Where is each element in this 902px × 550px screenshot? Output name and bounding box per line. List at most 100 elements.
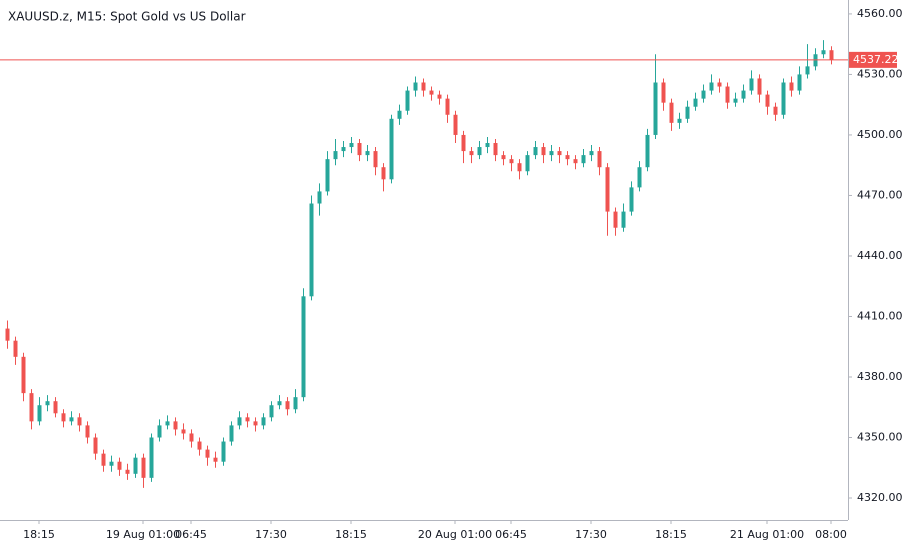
x-tick-label: 17:30	[255, 528, 287, 541]
last-price-box	[849, 51, 897, 68]
x-tick-label: 08:00	[815, 528, 847, 541]
x-tick-label: 18:15	[335, 528, 367, 541]
candle-body	[605, 167, 610, 212]
candle-body	[509, 159, 514, 164]
candle-body	[525, 155, 530, 172]
candle-body	[645, 134, 650, 168]
candle-body	[773, 106, 778, 115]
x-tick-label: 17:30	[575, 528, 607, 541]
x-tick-label: 18:15	[655, 528, 687, 541]
candle-body	[21, 356, 26, 394]
candle-body	[501, 155, 506, 160]
candle-body	[685, 106, 690, 119]
last-price-label: 4537.22	[853, 53, 899, 66]
candle-body	[445, 98, 450, 115]
candle-body	[13, 340, 18, 357]
candle-body	[221, 441, 226, 462]
candle-body	[333, 151, 338, 160]
chart-title: XAUUSD.z, M15: Spot Gold vs US Dollar	[8, 10, 246, 24]
candle-body	[741, 90, 746, 99]
candle-body	[405, 90, 410, 111]
candle-body	[541, 147, 546, 156]
candle-body	[517, 163, 522, 172]
candle-body	[357, 143, 362, 156]
candle-body	[797, 74, 802, 91]
candle-body	[701, 90, 706, 99]
candle-body	[45, 401, 50, 406]
candle-body	[461, 134, 466, 152]
y-tick-label: 4470.00	[857, 188, 902, 201]
y-tick-label: 4320.00	[857, 491, 902, 504]
x-tick-label: 06:45	[175, 528, 207, 541]
candle-body	[85, 425, 90, 438]
x-tick-label: 06:45	[495, 528, 527, 541]
candle-body	[821, 50, 826, 55]
candle-body	[829, 50, 834, 60]
candle-body	[485, 143, 490, 148]
candle-body	[165, 421, 170, 426]
candle-body	[53, 401, 58, 414]
candle-body	[181, 429, 186, 434]
candle-body	[725, 86, 730, 103]
candle-body	[805, 66, 810, 75]
candle-body	[125, 469, 130, 474]
candle-body	[429, 90, 434, 95]
candle-body	[757, 78, 762, 95]
y-tick-label: 4530.00	[857, 67, 902, 80]
candle-body	[349, 143, 354, 148]
candle-body	[557, 151, 562, 156]
candle-body	[613, 211, 618, 228]
y-tick-label: 4560.00	[857, 7, 902, 20]
candle-body	[133, 457, 138, 474]
candle-body	[253, 421, 258, 426]
candle-body	[453, 114, 458, 135]
candle-body	[61, 413, 66, 422]
candle-body	[397, 110, 402, 119]
candle-body	[373, 151, 378, 168]
y-tick-label: 4500.00	[857, 128, 902, 141]
candle-body	[245, 417, 250, 422]
candle-body	[581, 155, 586, 164]
candle-body	[629, 187, 634, 212]
candle-body	[709, 82, 714, 91]
x-tick-label: 21 Aug 01:00	[730, 528, 804, 541]
candle-body	[309, 203, 314, 297]
candle-body	[205, 449, 210, 458]
candle-body	[717, 82, 722, 87]
candle-body	[93, 437, 98, 454]
candle-body	[749, 78, 754, 91]
candle-body	[469, 151, 474, 156]
y-tick-label: 4380.00	[857, 370, 902, 383]
candle-body	[661, 82, 666, 103]
candle-body	[325, 159, 330, 192]
candle-body	[653, 82, 658, 135]
x-tick-label: 18:15	[23, 528, 55, 541]
candle-body	[29, 393, 34, 422]
candle-body	[197, 441, 202, 450]
candle-body	[229, 425, 234, 442]
candle-body	[677, 118, 682, 123]
candle-body	[565, 155, 570, 160]
candle-body	[109, 461, 114, 466]
candle-body	[493, 143, 498, 156]
candle-body	[589, 151, 594, 156]
candle-body	[69, 417, 74, 422]
candle-body	[117, 461, 122, 470]
candle-body	[669, 102, 674, 123]
candle-body	[413, 82, 418, 91]
candle-body	[421, 82, 426, 91]
candle-body	[621, 211, 626, 228]
candle-body	[573, 159, 578, 164]
candle-body	[789, 82, 794, 91]
candle-body	[301, 296, 306, 398]
candle-body	[341, 147, 346, 152]
y-tick-label: 4350.00	[857, 431, 902, 444]
candle-body	[733, 98, 738, 103]
candle-body	[637, 167, 642, 188]
candle-body	[269, 405, 274, 418]
candle-body	[549, 151, 554, 156]
candle-body	[597, 151, 602, 168]
candle-body	[437, 94, 442, 99]
